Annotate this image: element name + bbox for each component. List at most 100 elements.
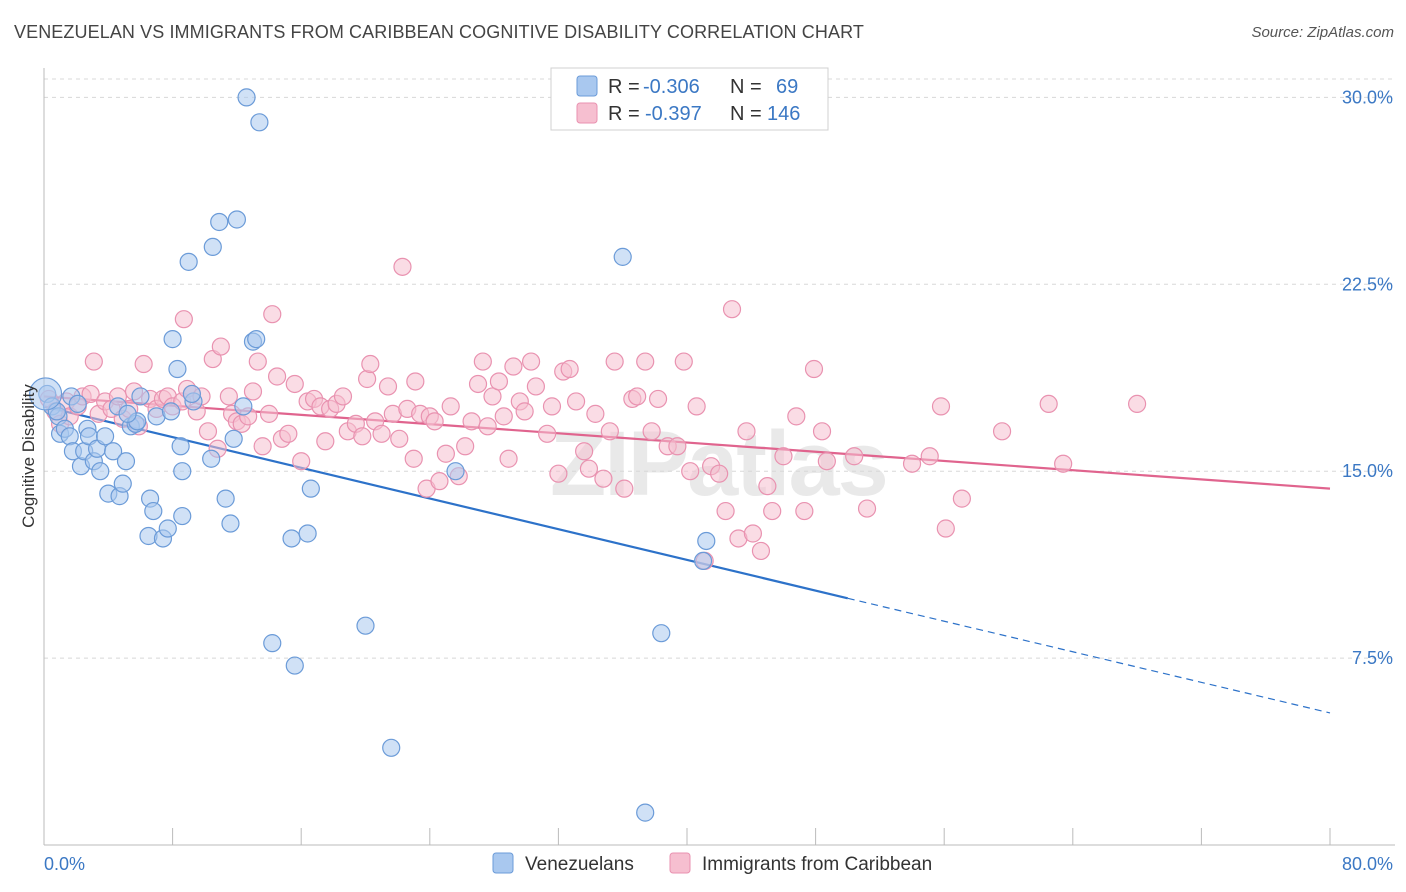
data-point <box>504 357 523 376</box>
data-point <box>134 354 153 374</box>
legend-swatch-blue <box>576 75 598 97</box>
data-point <box>81 384 100 404</box>
data-point <box>687 397 706 416</box>
data-point <box>579 459 599 478</box>
data-point <box>586 404 605 423</box>
data-point <box>263 305 282 324</box>
data-point <box>521 352 541 371</box>
data-point <box>84 352 103 371</box>
data-point <box>468 374 488 394</box>
data-point <box>353 427 372 446</box>
data-point <box>515 402 534 421</box>
legend-label-venezuelans: Venezuelans <box>525 854 634 875</box>
data-point <box>393 257 412 276</box>
data-point <box>406 372 425 391</box>
data-point <box>462 412 481 431</box>
data-point <box>549 464 568 483</box>
data-point <box>538 424 557 443</box>
y-tick-label: 7.5% <box>1352 648 1393 668</box>
legend-n-value: 146 <box>767 103 800 125</box>
data-point <box>198 422 218 441</box>
data-point <box>642 422 661 441</box>
data-point <box>920 447 939 466</box>
data-point <box>171 437 190 456</box>
data-point <box>182 384 201 404</box>
data-point <box>292 452 311 471</box>
data-point <box>441 397 460 416</box>
data-point <box>697 531 716 551</box>
data-point <box>378 377 398 396</box>
data-point <box>613 247 632 266</box>
legend-label-caribbean: Immigrants from Caribbean <box>702 854 932 875</box>
data-point <box>250 113 269 132</box>
data-point <box>116 452 136 471</box>
data-point <box>361 354 380 374</box>
data-point <box>817 452 836 471</box>
data-point <box>478 417 497 436</box>
series-legend: Venezuelans Immigrants from Caribbean <box>492 852 932 875</box>
data-point <box>316 432 335 451</box>
data-point <box>674 352 693 371</box>
data-point <box>263 634 282 653</box>
data-point <box>202 449 221 468</box>
data-point <box>372 424 391 443</box>
data-point <box>575 442 594 461</box>
data-point <box>104 442 123 461</box>
data-point <box>526 377 545 396</box>
legend-n-value: 69 <box>776 76 798 98</box>
data-point <box>68 394 87 414</box>
data-point <box>787 407 806 426</box>
data-point <box>456 437 475 456</box>
data-point <box>751 541 771 561</box>
legend-r-label: R = <box>608 76 640 98</box>
data-point <box>737 422 756 441</box>
data-point <box>774 447 793 466</box>
axes <box>43 68 1395 846</box>
data-point <box>259 404 279 423</box>
legend-n-label: N = <box>730 103 762 125</box>
data-point <box>161 402 181 421</box>
data-point <box>216 489 235 508</box>
data-point <box>173 462 192 481</box>
legend-n-label: N = <box>730 76 762 98</box>
data-point <box>648 389 668 409</box>
y-tick-label: 22.5% <box>1342 274 1393 294</box>
data-point <box>174 310 193 329</box>
data-point <box>173 506 192 526</box>
data-point <box>425 412 444 431</box>
data-point <box>285 374 304 394</box>
data-point <box>758 477 777 496</box>
data-point <box>560 359 579 379</box>
data-point <box>710 464 729 483</box>
data-point <box>795 501 814 521</box>
legend-r-value: -0.306 <box>643 76 700 98</box>
trend-line-caribbean <box>43 395 1331 490</box>
data-point <box>812 422 832 441</box>
y-axis-title: Cognitive Disability <box>19 384 38 528</box>
data-point <box>430 472 449 491</box>
legend-swatch-caribbean <box>669 852 691 874</box>
gridlines <box>44 78 1395 659</box>
data-point <box>845 447 864 466</box>
data-point <box>158 519 177 538</box>
x-tick-label: 0.0% <box>44 854 85 874</box>
trend-line-venezuelans-extension <box>847 597 1331 714</box>
y-tick-labels: 7.5% 15.0% 22.5% 30.0% <box>1342 87 1393 668</box>
data-point <box>615 479 634 498</box>
data-point <box>219 387 238 406</box>
data-point <box>163 330 182 349</box>
data-point <box>382 738 401 757</box>
data-point <box>234 397 253 416</box>
data-point <box>473 352 492 371</box>
data-point <box>600 422 619 441</box>
data-point <box>243 382 263 401</box>
data-point <box>605 352 624 371</box>
data-point <box>952 489 971 508</box>
data-point <box>203 237 222 257</box>
data-point <box>931 397 951 416</box>
source-label: Source: ZipAtlas.com <box>1251 24 1394 41</box>
data-point <box>763 501 782 521</box>
data-point <box>144 501 163 521</box>
data-point <box>804 359 824 379</box>
legend-r-value: -0.397 <box>645 103 702 125</box>
